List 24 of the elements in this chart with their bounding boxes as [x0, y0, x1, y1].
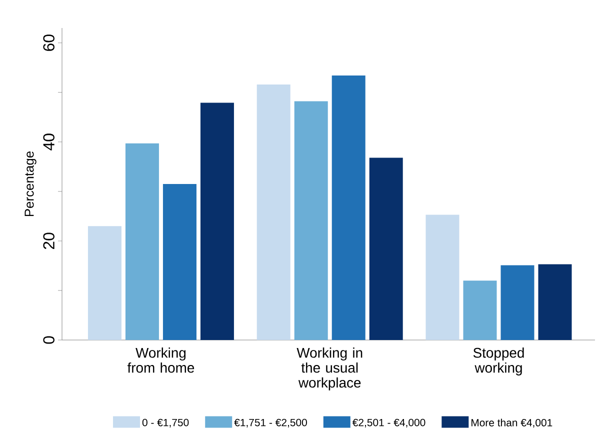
- y-axis-title: Percentage: [24, 151, 36, 216]
- legend-label: More than €4,001: [472, 418, 552, 428]
- bar: [125, 143, 159, 340]
- y-tick-label: 40: [43, 134, 54, 150]
- y-tick-label: 20: [43, 232, 54, 250]
- bar: [426, 214, 460, 340]
- x-tick-label: Working from home: [127, 348, 194, 373]
- bar: [200, 102, 234, 340]
- bar: [369, 158, 403, 340]
- legend-label: €1,751 - €2,500: [234, 418, 307, 428]
- bar: [88, 226, 122, 340]
- bar: [538, 264, 572, 340]
- x-tick-label: Working in the usual workplace: [296, 348, 362, 390]
- y-tick-label: 0: [43, 336, 54, 344]
- y-tick-label: 60: [43, 34, 54, 51]
- x-tick-label: Stopped working: [473, 348, 524, 376]
- bar: [463, 280, 497, 340]
- legend-label: 0 - €1,750: [142, 418, 189, 428]
- bar: [332, 76, 366, 340]
- bar: [500, 265, 534, 340]
- bar: [162, 184, 196, 340]
- legend-label: €2,501 - €4,000: [352, 418, 426, 428]
- bar: [294, 101, 328, 340]
- bar: [256, 84, 290, 340]
